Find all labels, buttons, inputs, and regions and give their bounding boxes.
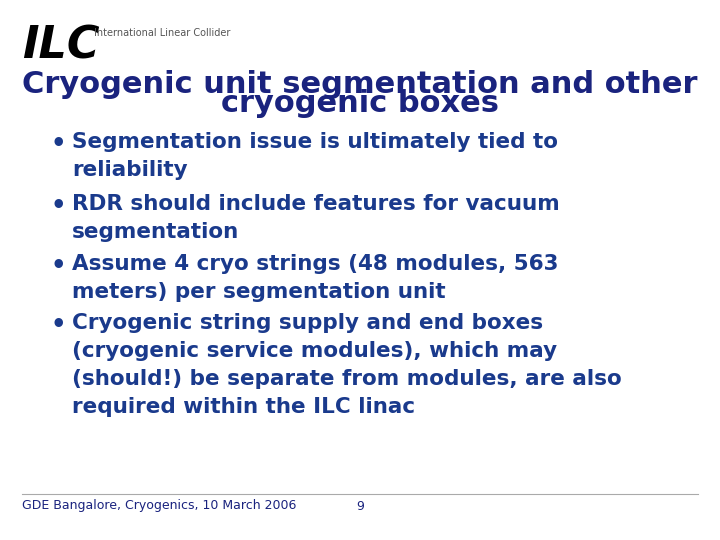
Text: 9: 9: [356, 500, 364, 512]
Text: GDE Bangalore, Cryogenics, 10 March 2006: GDE Bangalore, Cryogenics, 10 March 2006: [22, 500, 296, 512]
Text: •: •: [50, 132, 66, 156]
Text: (cryogenic service modules), which may: (cryogenic service modules), which may: [72, 341, 557, 361]
Text: International Linear Collider: International Linear Collider: [94, 28, 230, 38]
Text: cryogenic boxes: cryogenic boxes: [221, 89, 499, 118]
Text: segmentation: segmentation: [72, 222, 239, 242]
Text: •: •: [50, 194, 66, 218]
Text: •: •: [50, 254, 66, 278]
Text: ILC: ILC: [22, 24, 99, 68]
Text: required within the ILC linac: required within the ILC linac: [72, 397, 415, 417]
Text: Cryogenic unit segmentation and other: Cryogenic unit segmentation and other: [22, 70, 698, 99]
Text: reliability: reliability: [72, 160, 188, 180]
Text: RDR should include features for vacuum: RDR should include features for vacuum: [72, 194, 559, 214]
Text: (should!) be separate from modules, are also: (should!) be separate from modules, are …: [72, 369, 622, 389]
Text: Assume 4 cryo strings (48 modules, 563: Assume 4 cryo strings (48 modules, 563: [72, 254, 559, 274]
Text: Cryogenic string supply and end boxes: Cryogenic string supply and end boxes: [72, 313, 543, 333]
Text: Segmentation issue is ultimately tied to: Segmentation issue is ultimately tied to: [72, 132, 558, 152]
Text: meters) per segmentation unit: meters) per segmentation unit: [72, 282, 446, 302]
Text: •: •: [50, 313, 66, 337]
